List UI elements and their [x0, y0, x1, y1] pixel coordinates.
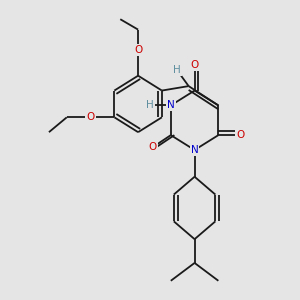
Text: N: N — [167, 100, 175, 110]
Text: O: O — [149, 142, 157, 152]
Text: O: O — [86, 112, 95, 122]
Text: N: N — [191, 145, 199, 155]
Text: O: O — [134, 45, 142, 56]
Text: H: H — [173, 65, 181, 75]
Text: O: O — [190, 60, 199, 70]
Text: H: H — [146, 100, 154, 110]
Text: O: O — [236, 130, 245, 140]
